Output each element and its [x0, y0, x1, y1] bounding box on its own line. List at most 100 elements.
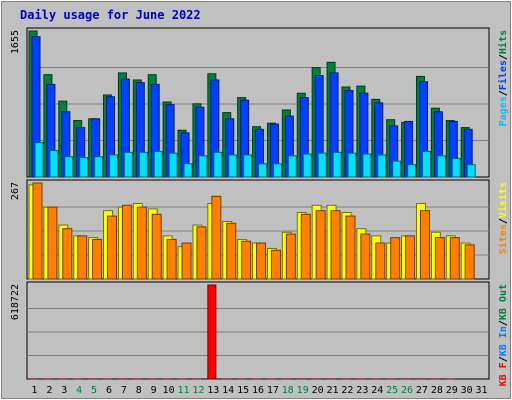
x-tick-label: 18: [282, 385, 294, 396]
legend-item: /: [498, 90, 509, 96]
x-tick-label: 20: [312, 385, 324, 396]
bar: [332, 151, 342, 178]
bar: [79, 157, 89, 178]
bar: [226, 222, 237, 280]
bar: [151, 213, 162, 280]
x-tick-label: 27: [416, 385, 428, 396]
x-tick-label: 26: [401, 385, 413, 396]
bar: [466, 164, 476, 178]
x-tick-label: 16: [252, 385, 264, 396]
x-tick-label: 21: [326, 385, 338, 396]
chart-title: Daily usage for June 2022: [20, 8, 201, 22]
bar: [330, 210, 341, 280]
bar: [347, 152, 357, 178]
bar: [258, 163, 268, 178]
legend-item: Hits: [497, 30, 509, 54]
x-tick-label: 17: [267, 385, 279, 396]
legend-item: KB F: [498, 362, 509, 386]
bar: [166, 238, 177, 280]
x-tick-label: 2: [46, 385, 52, 396]
bar: [228, 154, 238, 178]
legend-item: Visits: [497, 182, 509, 218]
x-tick-label: 19: [297, 385, 309, 396]
panel-visits-sites: 267 Sites/Visits: [10, 179, 509, 280]
x-tick-label: 28: [431, 385, 443, 396]
bar: [256, 242, 267, 280]
x-tick-label: 4: [76, 385, 82, 396]
bar: [270, 249, 281, 280]
bar: [390, 237, 401, 280]
x-tick-label: 24: [371, 385, 383, 396]
bar: [317, 152, 327, 178]
bar: [421, 150, 431, 178]
bar: [241, 240, 252, 280]
bar: [136, 206, 147, 280]
bar: [464, 244, 475, 280]
bar: [183, 163, 193, 178]
legend-item: /: [498, 356, 509, 362]
y-max-label: 267: [10, 182, 21, 200]
x-tick-label: 25: [386, 385, 398, 396]
legend-item: /: [498, 218, 509, 224]
bar: [377, 154, 387, 178]
bar: [392, 160, 402, 178]
x-tick-label: 5: [91, 385, 97, 396]
x-tick-label: 6: [106, 385, 112, 396]
x-tick-label: 7: [121, 385, 127, 396]
x-tick-label: 8: [136, 385, 142, 396]
x-tick-label: 23: [356, 385, 368, 396]
series-files: [31, 36, 473, 178]
bar: [198, 155, 208, 178]
legend-label: Sites/Visits: [497, 182, 509, 254]
bar: [196, 226, 207, 280]
series-sites: [32, 182, 475, 280]
bar: [211, 195, 222, 280]
bar: [34, 142, 44, 178]
bar: [92, 238, 103, 280]
x-tick-label: 11: [177, 385, 189, 396]
bar: [109, 154, 119, 178]
bar: [285, 233, 296, 280]
x-tick-label: 10: [163, 385, 175, 396]
x-tick-label: 12: [192, 385, 204, 396]
legend-item: KB Out: [498, 284, 509, 320]
bar: [407, 164, 417, 178]
bar: [287, 155, 297, 178]
bar: [315, 210, 326, 280]
bar: [207, 284, 217, 380]
bar: [49, 150, 59, 178]
bar: [419, 210, 430, 280]
bar: [121, 204, 132, 280]
bar: [272, 163, 282, 178]
bar: [362, 153, 372, 178]
x-tick-label: 1: [31, 385, 37, 396]
chart-panels: 1655Pages/Files/Hits267Sites/Visits61872…: [10, 27, 509, 386]
bar: [123, 151, 133, 178]
bar: [360, 233, 371, 280]
bar: [345, 215, 356, 280]
x-tick-label: 9: [151, 385, 157, 396]
bar: [243, 154, 253, 178]
legend-label: Pages/Files/Hits: [497, 30, 509, 126]
legend-item: /: [498, 54, 509, 60]
x-tick-label: 30: [461, 385, 473, 396]
bar: [47, 206, 58, 280]
bar: [153, 150, 163, 178]
bar: [434, 237, 445, 280]
bar: [64, 156, 74, 178]
bar: [138, 151, 148, 178]
bar: [405, 235, 416, 280]
bar: [375, 242, 386, 280]
bar: [181, 242, 192, 280]
x-tick-label: 22: [341, 385, 353, 396]
x-tick-label: 15: [237, 385, 249, 396]
legend-item: Files: [497, 60, 509, 90]
legend-item: Sites: [497, 224, 509, 254]
x-tick-label: 13: [207, 385, 219, 396]
bar: [77, 235, 88, 280]
x-tick-label: 31: [476, 385, 488, 396]
